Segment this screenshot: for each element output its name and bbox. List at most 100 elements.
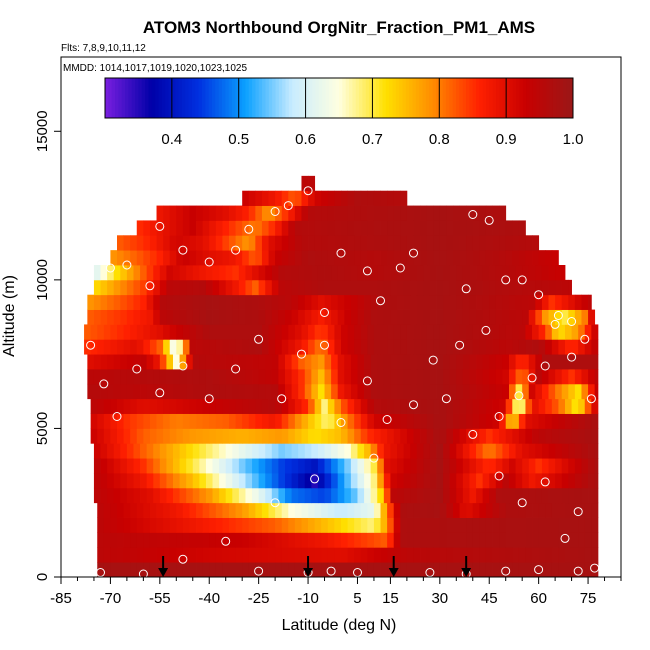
heat-cell — [334, 562, 342, 578]
heat-cell — [581, 369, 589, 385]
colorbar-tick-label: 0.8 — [429, 131, 450, 148]
heat-cell — [558, 428, 566, 444]
heat-cell — [538, 502, 546, 518]
heat-cell — [133, 487, 141, 504]
y-tick-label: 10000 — [34, 259, 51, 301]
heat-cell — [383, 265, 391, 281]
colorbar-segment — [345, 78, 350, 118]
heat-cell — [153, 294, 161, 310]
heat-cell — [403, 309, 411, 325]
heat-cell — [545, 562, 553, 578]
heat-cell — [275, 398, 283, 414]
heat-cell — [149, 250, 157, 266]
heat-cell — [393, 220, 401, 236]
heat-cell — [235, 532, 243, 548]
heat-cell — [173, 265, 180, 281]
heat-cell — [532, 562, 540, 578]
heat-cell — [400, 250, 408, 266]
colorbar-tick-label: 0.4 — [161, 131, 182, 148]
heat-cell — [581, 383, 589, 400]
observation-point — [517, 275, 527, 285]
heat-cell — [509, 369, 516, 385]
heat-cell — [327, 502, 335, 518]
heat-cell — [196, 324, 204, 340]
heat-cell — [413, 220, 421, 236]
heat-cell — [314, 532, 322, 548]
heat-cell — [453, 339, 460, 355]
heat-cell — [265, 309, 273, 325]
heat-cell — [574, 294, 582, 310]
heat-cell — [196, 250, 204, 266]
heat-cell — [314, 250, 322, 266]
heat-cell — [84, 324, 92, 340]
heat-cell — [364, 354, 372, 370]
heat-cell — [123, 562, 131, 578]
heat-cell — [469, 279, 477, 296]
heat-cell — [156, 532, 164, 548]
heat-cell — [443, 443, 451, 459]
heat-cell — [509, 265, 516, 281]
heat-cell — [387, 532, 395, 548]
heat-cell — [522, 294, 530, 310]
colorbar-segment — [466, 78, 470, 118]
heat-cell — [466, 413, 474, 429]
heat-cell — [219, 473, 227, 489]
heat-cell — [159, 487, 167, 504]
heat-cell — [387, 339, 395, 355]
heat-cell — [387, 235, 395, 251]
heat-cell — [420, 220, 428, 236]
heat-cell — [123, 235, 131, 251]
heat-cell — [383, 383, 391, 400]
heat-cell — [156, 547, 164, 563]
heat-cell — [298, 383, 306, 400]
heat-cell — [373, 339, 381, 355]
heat-cell — [439, 220, 447, 236]
heat-cell — [591, 517, 599, 533]
colorbar-segment — [245, 78, 250, 118]
heat-cell — [406, 532, 414, 548]
heat-cell — [551, 562, 559, 578]
heat-cell — [337, 443, 345, 459]
heat-cell — [189, 398, 197, 414]
heat-cell — [265, 487, 273, 504]
colorbar-segment — [365, 78, 370, 118]
heat-cell — [163, 413, 171, 429]
heat-cell — [387, 220, 395, 236]
heat-cell — [555, 265, 563, 281]
heat-cell — [344, 309, 352, 325]
heat-cell — [387, 398, 395, 414]
heat-cell — [383, 279, 391, 296]
heat-cell — [265, 369, 273, 385]
observation-point — [320, 340, 329, 350]
heat-cell — [215, 502, 223, 518]
observation-point — [441, 394, 451, 404]
heat-cell — [169, 235, 177, 251]
colorbar-segment — [262, 78, 266, 118]
heat-cell — [163, 547, 171, 563]
heat-cell — [360, 205, 368, 221]
heat-cell — [561, 265, 566, 281]
heat-cell — [485, 205, 493, 221]
heat-cell — [400, 220, 408, 236]
heat-cell — [258, 309, 266, 325]
heat-cell — [271, 487, 279, 504]
heat-cell — [400, 532, 408, 548]
heat-cell — [275, 547, 283, 563]
heat-cell — [462, 443, 470, 459]
colorbar-segment — [546, 78, 551, 118]
heat-cell — [383, 487, 391, 504]
heat-cell — [225, 354, 233, 370]
heat-cell — [163, 339, 171, 355]
heat-cell — [298, 369, 306, 385]
heat-cell — [426, 324, 434, 340]
heat-cell — [212, 369, 220, 385]
heat-cell — [192, 279, 200, 296]
dates-note: MMDD: 1014,1017,1019,1020,1023,1025 — [63, 63, 247, 74]
heat-cell — [179, 279, 187, 296]
heat-cell — [271, 265, 279, 281]
heat-cell — [505, 250, 513, 266]
heat-cell — [90, 324, 98, 340]
heat-cell — [126, 443, 134, 459]
heat-cell — [548, 309, 556, 325]
observation-point — [178, 245, 188, 255]
